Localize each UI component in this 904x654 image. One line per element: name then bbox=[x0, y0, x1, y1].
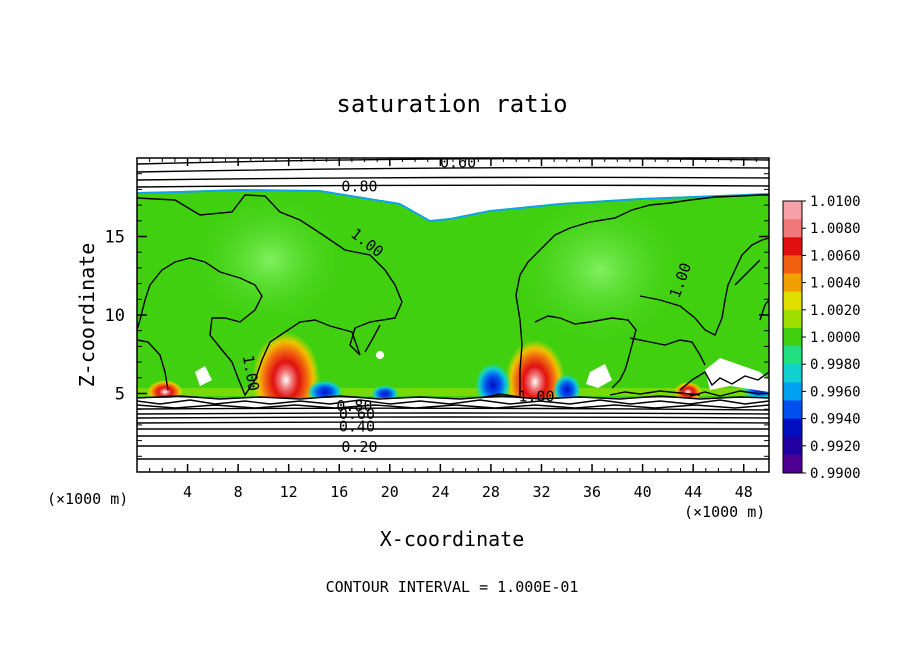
colorbar-swatch bbox=[783, 436, 802, 456]
colorbar-label: 0.9900 bbox=[810, 466, 861, 482]
contour-label: 0.20 bbox=[341, 438, 377, 456]
colorbar-label: 0.9960 bbox=[810, 384, 861, 400]
x-tick-label: 16 bbox=[330, 483, 348, 501]
x-tick-label: 8 bbox=[234, 483, 243, 501]
colorbar-swatch bbox=[783, 327, 802, 347]
colorbar-label: 1.0100 bbox=[810, 194, 861, 210]
x-tick-label: 44 bbox=[684, 483, 702, 501]
x-unit-label-right: (×1000 m) bbox=[684, 503, 765, 521]
colorbar-swatch bbox=[783, 309, 802, 329]
colorbar-label: 0.9940 bbox=[810, 412, 861, 428]
colorbar-swatch bbox=[783, 454, 802, 474]
colorbar-swatch bbox=[783, 418, 802, 438]
x-tick-label: 36 bbox=[583, 483, 601, 501]
colorbar-swatch bbox=[783, 273, 802, 293]
x-tick-label: 12 bbox=[280, 483, 298, 501]
colorbar-label: 1.0040 bbox=[810, 276, 861, 292]
x-tick-label: 4 bbox=[183, 483, 192, 501]
hotspot-1 bbox=[252, 332, 320, 398]
colorbar-label: 0.9920 bbox=[810, 439, 861, 455]
y-axis: 5 10 15 bbox=[105, 173, 769, 457]
contour-label: 0.60 bbox=[339, 405, 375, 423]
contour-label: 0.80 bbox=[341, 177, 377, 195]
colorbar-swatch bbox=[783, 219, 802, 238]
x-tick-label: 48 bbox=[735, 483, 753, 501]
colorbar-swatch bbox=[783, 237, 802, 256]
y-tick-label: 5 bbox=[115, 385, 125, 405]
colorbar-label: 1.0080 bbox=[810, 221, 861, 237]
cloud-top-rim bbox=[137, 189, 769, 223]
hotspot-3 bbox=[147, 380, 183, 398]
colorbar-swatch bbox=[783, 364, 802, 383]
x-unit-label-left: (×1000 m) bbox=[47, 490, 128, 508]
hotspot-2 bbox=[505, 340, 565, 398]
lower-contours bbox=[137, 371, 769, 460]
colorbar-label: 0.9980 bbox=[810, 357, 861, 373]
contour-label: 0.40 bbox=[339, 417, 375, 435]
coldspot-3 bbox=[307, 380, 343, 398]
colorbar-swatch bbox=[783, 201, 802, 220]
contour-labels: 0.600.801.001.001.001.000.800.600.400.20 bbox=[239, 154, 695, 456]
unity-contours bbox=[137, 194, 769, 399]
saturation-field: 0.600.801.001.001.001.000.800.600.400.20 bbox=[137, 154, 769, 460]
x-tick-label: 28 bbox=[482, 483, 500, 501]
x-tick-label: 32 bbox=[532, 483, 550, 501]
colorbar-swatch bbox=[783, 255, 802, 275]
contour-label: 1.00 bbox=[518, 388, 554, 406]
plume-light bbox=[510, 190, 690, 350]
colorbar-swatch bbox=[783, 400, 802, 420]
clear-patch bbox=[376, 351, 384, 359]
chart-title: saturation ratio bbox=[336, 90, 567, 118]
coldspot-2 bbox=[553, 374, 581, 398]
clear-patch bbox=[586, 364, 612, 388]
x-tick-label: 20 bbox=[381, 483, 399, 501]
contour-label: 1.00 bbox=[239, 354, 263, 393]
colorbar-label: 1.0060 bbox=[810, 248, 861, 264]
y-tick-label: 10 bbox=[105, 306, 125, 326]
colorbar-label: 1.0020 bbox=[810, 303, 861, 319]
colorbar: 1.0100 1.0080 1.0060 1.0040 1.0020 1.0000 0.99… bbox=[782, 194, 861, 482]
clear-patch bbox=[705, 358, 769, 392]
y-axis-title: Z-coordinate bbox=[75, 243, 99, 388]
colorbar-swatch bbox=[783, 291, 802, 311]
x-axis: 4 8 12 16 20 24 28 32 36 40 44 48 bbox=[149, 158, 757, 501]
plume-light bbox=[190, 190, 350, 330]
coldspot-4 bbox=[371, 385, 399, 398]
contour-label: 0.80 bbox=[336, 397, 372, 415]
contour-interval-note: CONTOUR INTERVAL = 1.000E-01 bbox=[326, 578, 579, 596]
clear-patch bbox=[195, 366, 212, 386]
y-tick-label: 15 bbox=[105, 228, 125, 248]
base-fringe bbox=[137, 388, 769, 396]
colorbar-swatch bbox=[783, 382, 802, 401]
colorbar-swatch bbox=[783, 346, 802, 365]
contour-label: 0.60 bbox=[440, 154, 476, 172]
colorbar-label: 1.0000 bbox=[810, 330, 861, 346]
x-tick-label: 24 bbox=[431, 483, 449, 501]
x-axis-title: X-coordinate bbox=[380, 527, 525, 551]
x-tick-label: 40 bbox=[634, 483, 652, 501]
